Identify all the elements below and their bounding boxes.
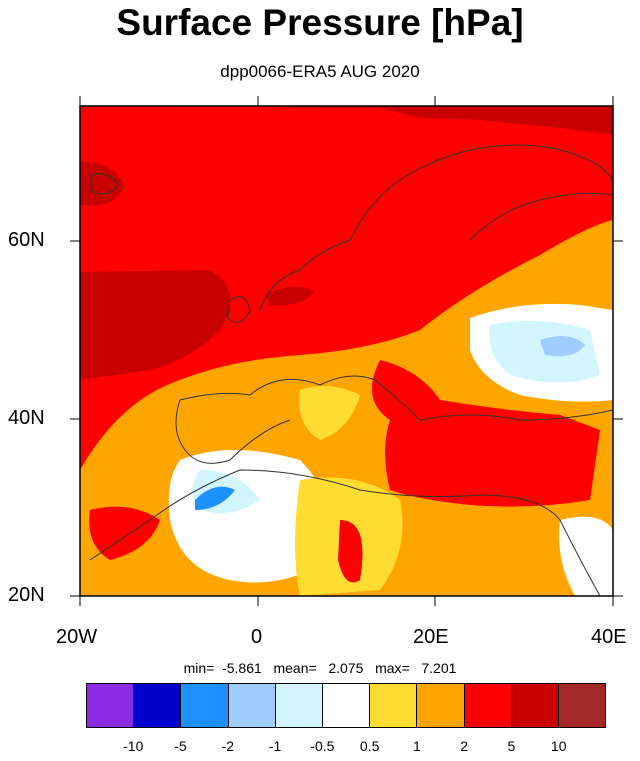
colorbar-box (228, 684, 276, 727)
y-tick-40n: 40N (8, 407, 45, 429)
field-red-central-africa (338, 520, 363, 583)
colorbar-label: 10 (550, 738, 567, 754)
x-tick-40e: 40E (591, 626, 627, 648)
colorbar-label: -2 (221, 738, 235, 754)
field-dark-red-north (80, 106, 613, 135)
colorbar-box (464, 684, 512, 727)
coastlines (89, 144, 613, 596)
pressure-field (80, 106, 613, 596)
stats-line: min= -5.861 mean= 2.075 max= 7.201 (183, 660, 457, 676)
colorbar-label: 0.5 (359, 738, 380, 754)
field-dark-red-atlantic (80, 270, 231, 380)
x-tick-0: 0 (251, 626, 263, 648)
plot-frame (79, 105, 614, 597)
colorbar-label: -0.5 (310, 738, 335, 754)
colorbar-box (275, 684, 323, 727)
y-tick-60n: 60N (8, 229, 45, 251)
colorbar-label: -1 (268, 738, 282, 754)
field-white-egypt (559, 516, 613, 596)
field-blue-east (540, 336, 585, 357)
field-dark-red-north-sea (265, 286, 315, 306)
tick-marks (70, 96, 623, 606)
field-red-west-africa (89, 506, 160, 560)
colorbar-label: -10 (123, 738, 144, 754)
colorbar-label: 2 (460, 738, 469, 754)
map-title: Surface Pressure [hPa] (116, 2, 524, 43)
colorbar-box (322, 684, 371, 727)
map-subtitle: dpp0066-ERA5 AUG 2020 (220, 62, 420, 81)
field-dark-red-norway-sea (80, 161, 125, 206)
field-yellow-italy (299, 386, 360, 440)
colorbar (86, 683, 606, 728)
x-tick-20w: 20W (56, 626, 98, 648)
field-red-mediterranean (372, 360, 600, 507)
colorbar-box (181, 684, 229, 727)
colorbar-box (370, 684, 418, 727)
colorbar-box (558, 684, 606, 727)
colorbar-label: 5 (507, 738, 516, 754)
colorbar-label: -5 (174, 738, 187, 754)
colorbar-box (511, 684, 559, 727)
colorbar-box (417, 684, 465, 727)
colorbar-box (87, 684, 135, 727)
y-tick-20n: 20N (8, 584, 45, 606)
colorbar-box (134, 684, 182, 727)
x-tick-20e: 20E (413, 626, 449, 648)
colorbar-label: 1 (413, 738, 421, 754)
field-midblue-africa (195, 486, 235, 510)
